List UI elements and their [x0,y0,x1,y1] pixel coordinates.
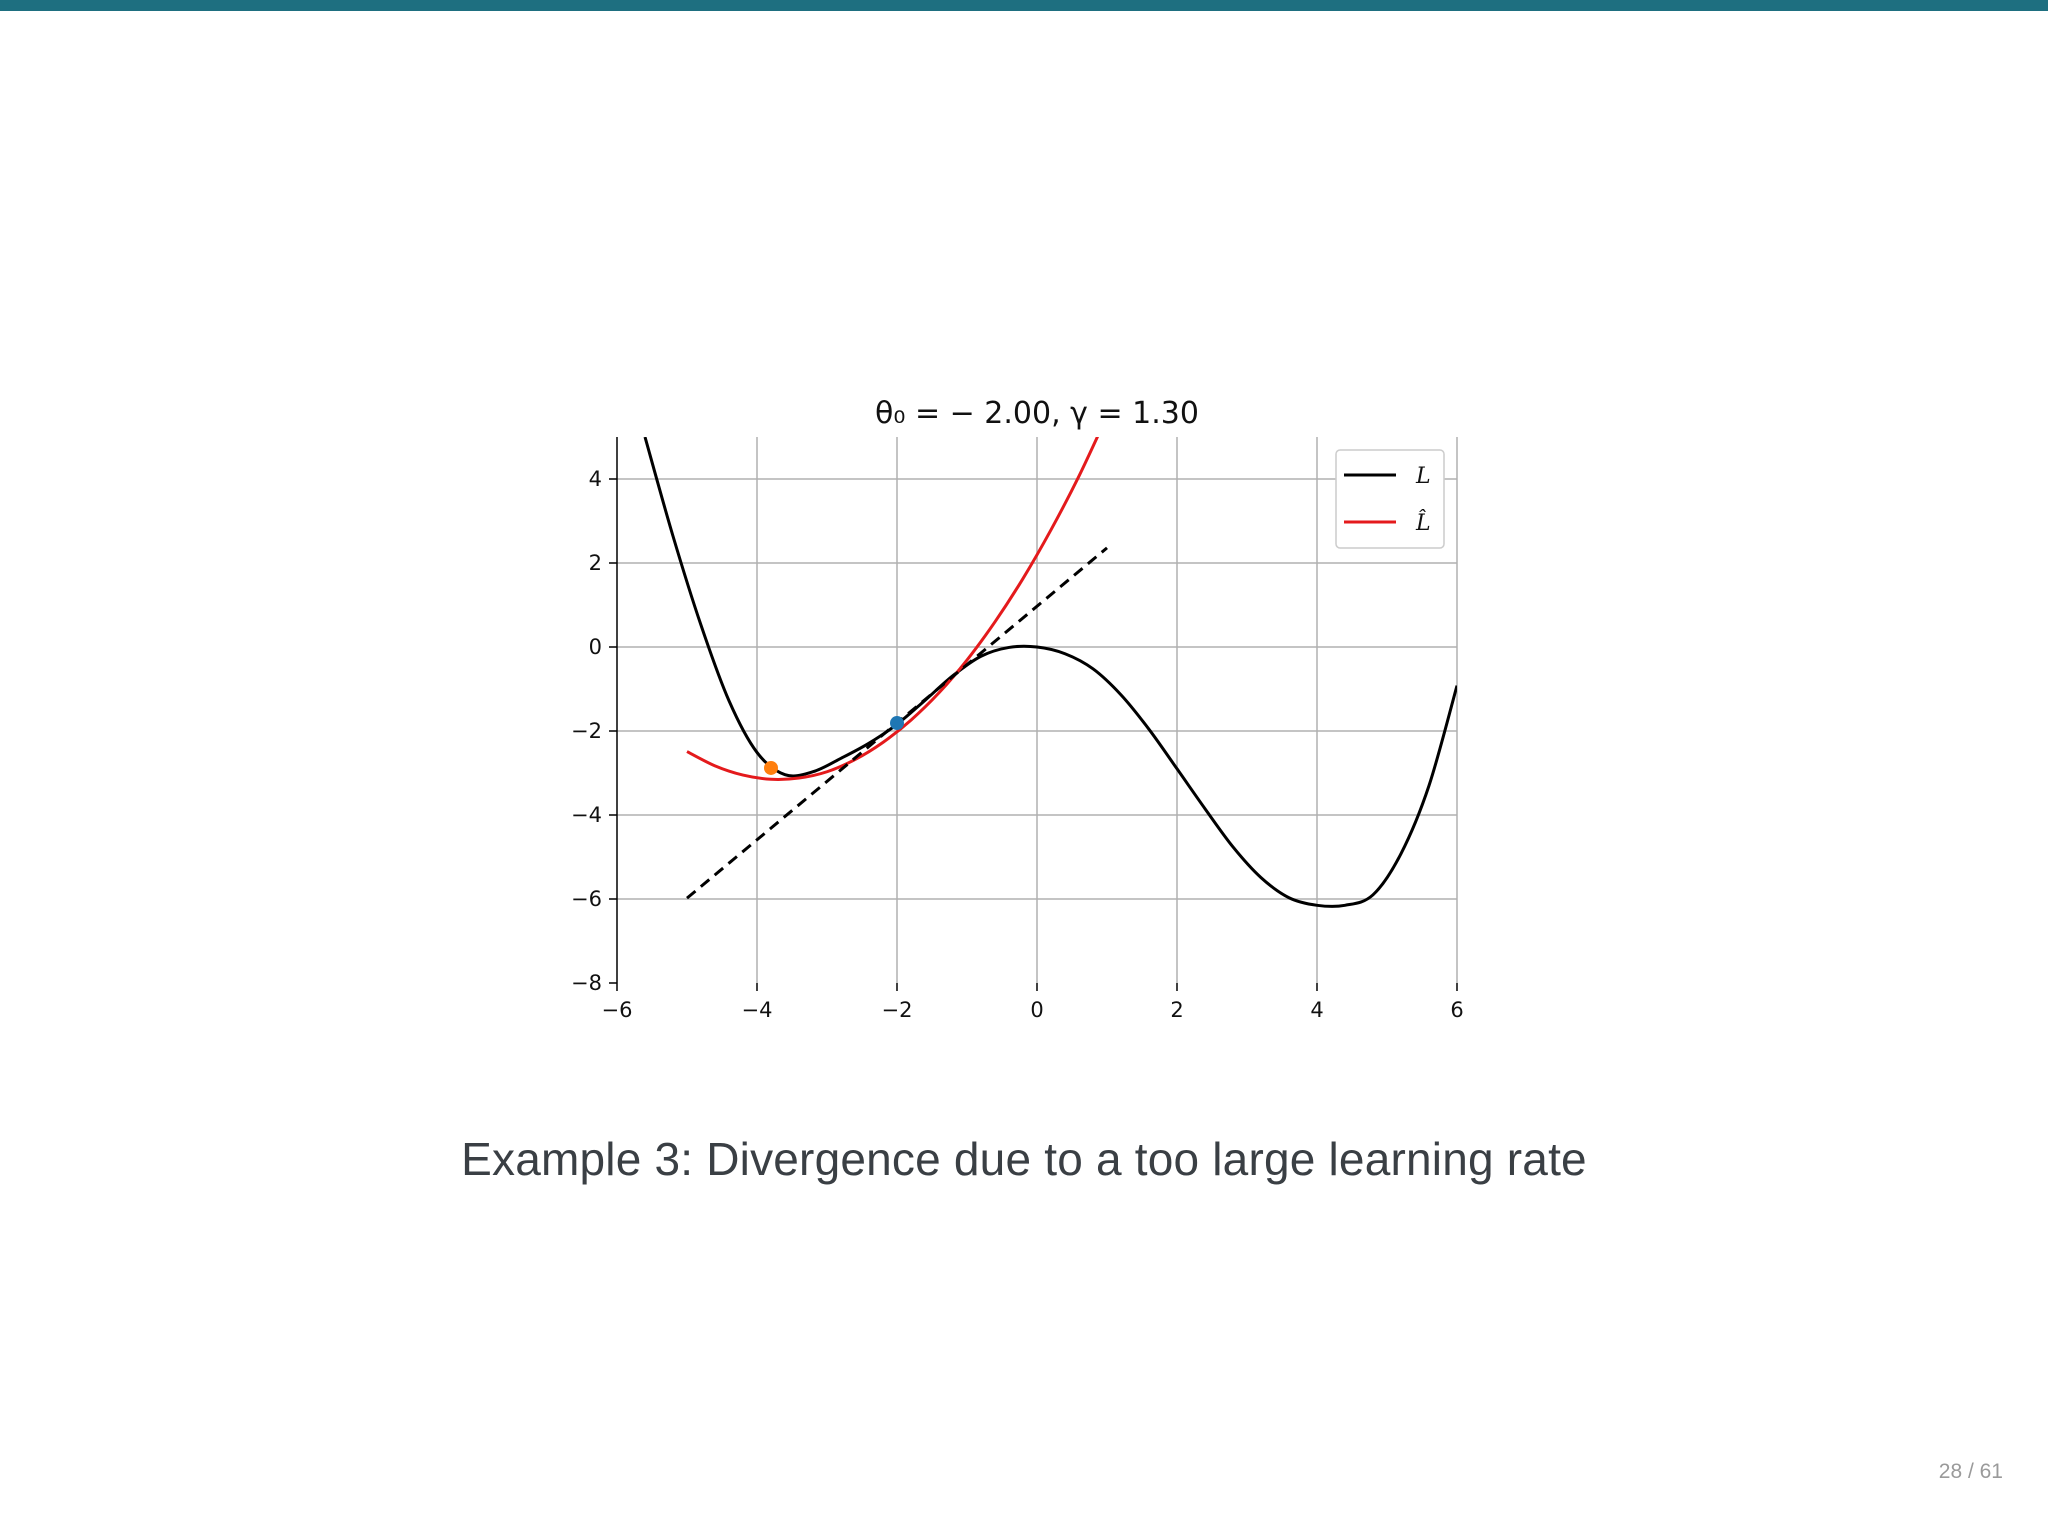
y-tick-label: 4 [589,467,602,491]
series-l-line [643,437,1457,908]
legend-label-lhat: L̂ [1415,510,1431,536]
slide-caption: Example 3: Divergence due to a too large… [461,1133,1587,1185]
x-tick-label: 2 [1170,998,1183,1022]
series-lhat-line [686,437,1100,781]
y-tick-label: 0 [589,635,602,659]
chart-series [643,437,1457,908]
y-tick-label: 2 [589,551,602,575]
chart-grid [617,437,1458,983]
x-tick-label: 0 [1030,998,1043,1022]
chart-legend: L L̂ [1335,449,1445,549]
data-point-1 [764,760,778,775]
legend-label-l: L [1415,464,1431,489]
chart-title: θ₀ = − 2.00, γ = 1.30 [875,396,1199,431]
y-tick-label: −2 [571,719,602,743]
x-tick-label: −4 [742,998,773,1022]
data-point-0 [890,716,904,731]
y-tick-label: −6 [571,887,602,911]
x-tick-label: −6 [602,998,633,1022]
x-tick-label: 6 [1450,998,1463,1022]
page-number[interactable]: 28 / 61 [1938,1460,2003,1483]
x-tick-label: −2 [882,998,913,1022]
chart-points [764,716,904,775]
slide-top-bar [0,0,2048,11]
y-tick-label: −4 [571,803,602,827]
y-tick-label: −8 [571,971,602,995]
x-tick-label: 4 [1310,998,1323,1022]
